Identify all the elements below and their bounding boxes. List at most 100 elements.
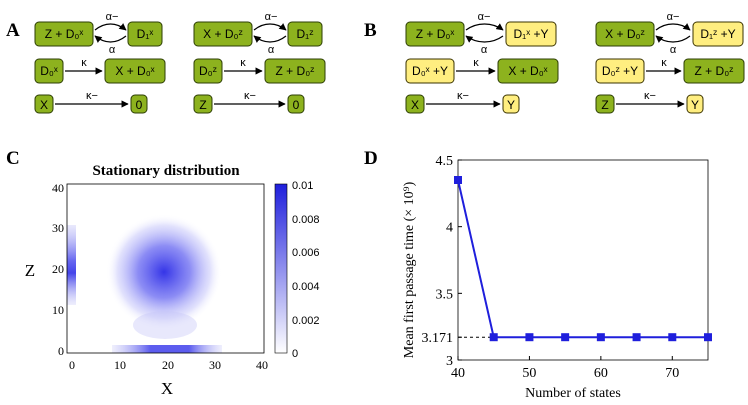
species-box [287, 94, 305, 114]
panel-d: D 3 3.171 3.5 4 4.5 40 50 60 70 Number of states… [364, 148, 712, 401]
x-tick-label: 40 [451, 366, 465, 381]
species-box [505, 21, 557, 47]
species-label: D₁ˣ [137, 27, 154, 41]
data-point [668, 333, 677, 342]
species-label: 0 [293, 98, 300, 112]
x-tick-label: 20 [162, 358, 174, 372]
x-tick-label: 10 [114, 358, 126, 372]
panel-a-right-scheme: X + D₀ᶻ D₁ᶻ α− α D₀ᶻ Z + D₀ᶻ κ Z 0 κ− [193, 11, 326, 114]
rate-label: κ [240, 57, 246, 69]
species-label: Z + D₀ˣ [416, 27, 455, 41]
species-box [193, 58, 223, 84]
y-tick-label: 40 [52, 181, 64, 195]
species-label: D₀ˣ [40, 64, 58, 78]
line-chart-x-label: Number of states [525, 386, 621, 401]
reaction-arrow [465, 23, 504, 31]
rate-label: κ− [644, 90, 656, 102]
species-label: X + D₀ˣ [508, 64, 547, 78]
species-box [34, 94, 54, 114]
panel-a: A Z + D₀ˣ D₁ˣ α− α D₀ˣ X + D₀ˣ κ X 0 κ− [6, 11, 326, 114]
reaction-arrow [94, 35, 127, 43]
x-tick-label: 50 [522, 366, 536, 381]
species-label: X + D₀ᶻ [203, 27, 243, 41]
rate-label: α− [265, 11, 278, 23]
panel-b-right-scheme: X + D₀ᶻ D₁ᶻ +Y α− α D₀ᶻ +Y Z + D₀ᶻ κ Z Y… [595, 11, 745, 114]
rate-label: κ [661, 57, 667, 69]
species-label: Z + D₀ˣ [45, 27, 84, 41]
colorbar-tick: 0.008 [292, 214, 320, 226]
heatmap-x-label: X [161, 379, 173, 398]
panel-a-left-scheme: Z + D₀ˣ D₁ˣ α− α D₀ˣ X + D₀ˣ κ X 0 κ− [34, 11, 166, 114]
data-point [561, 333, 570, 342]
species-label: Z [199, 98, 206, 112]
heatmap-title: Stationary distribution [92, 163, 240, 179]
rate-label: κ− [244, 90, 256, 102]
rate-label: κ [81, 57, 87, 69]
species-box [127, 21, 163, 47]
species-box [405, 21, 465, 47]
heatmap-y-label: Z [25, 261, 35, 280]
data-point [632, 333, 641, 342]
species-label: X [40, 98, 48, 112]
heatmap-x-ticks: 0 10 20 30 40 [69, 358, 268, 372]
species-box [104, 58, 166, 84]
species-box [34, 21, 94, 47]
rate-label: α [268, 44, 275, 56]
heatmap-lower-tail [133, 311, 197, 339]
line-chart: 3 3.171 3.5 4 4.5 40 50 60 70 [422, 154, 712, 381]
y-tick-label: 3 [446, 354, 453, 369]
species-label: X + D₀ˣ [115, 64, 154, 78]
colorbar-tick: 0.01 [292, 180, 313, 192]
species-label: D₁ᶻ +Y [700, 27, 735, 41]
species-box [264, 58, 326, 84]
species-box [130, 94, 148, 114]
panel-c: C Stationary distribution 0 10 20 30 40 … [6, 148, 320, 398]
y-tick-label: 4.5 [436, 154, 454, 169]
data-point [525, 333, 534, 342]
line-chart-y-label: Mean first passage time (× 10⁹) [402, 181, 417, 358]
x-tick-label: 30 [209, 358, 221, 372]
species-label: 0 [136, 98, 143, 112]
y-tick-label: 0 [58, 344, 64, 358]
reaction-arrow [253, 35, 287, 43]
species-label: Y [507, 98, 515, 112]
rate-label: κ− [86, 90, 98, 102]
rate-label: α− [106, 11, 119, 23]
rate-label: κ− [457, 90, 469, 102]
data-point [704, 333, 712, 342]
species-box [595, 21, 655, 47]
species-label: Z + D₀ᶻ [276, 64, 315, 78]
heatmap-y-ticks: 40 30 20 10 0 [52, 181, 64, 358]
species-box [683, 58, 745, 84]
y-tick-label: 30 [52, 221, 64, 235]
heatmap-peak [106, 214, 222, 330]
x-tick-label: 40 [256, 358, 268, 372]
x-tick-label: 0 [69, 358, 75, 372]
panel-letter-a: A [6, 20, 20, 41]
heatmap-left-band [67, 225, 76, 305]
species-box [405, 94, 425, 114]
species-label: D₀ᶻ [199, 64, 217, 78]
x-tick-label: 60 [594, 366, 608, 381]
species-label: Y [691, 98, 699, 112]
species-box [686, 94, 704, 114]
species-label: X + D₀ᶻ [605, 27, 645, 41]
x-tick-label: 70 [665, 366, 679, 381]
species-box [34, 58, 64, 84]
y-tick-label: 10 [52, 303, 64, 317]
species-box [287, 21, 323, 47]
colorbar-tick: 0 [292, 348, 298, 360]
species-box [692, 21, 744, 47]
y-tick-label: 4 [446, 221, 453, 236]
species-box [405, 58, 455, 84]
panel-b-left-scheme: Z + D₀ˣ D₁ˣ +Y α− α D₀ˣ +Y X + D₀ˣ κ X Y… [405, 11, 559, 114]
reaction-arrow [655, 35, 691, 43]
species-box [193, 94, 213, 114]
species-label: D₀ˣ +Y [412, 64, 448, 78]
panel-letter-c: C [6, 148, 20, 169]
plot-frame [457, 159, 709, 361]
species-label: X [411, 98, 419, 112]
heatmap [66, 183, 265, 354]
species-box [497, 58, 559, 84]
rate-label: α− [667, 11, 680, 23]
